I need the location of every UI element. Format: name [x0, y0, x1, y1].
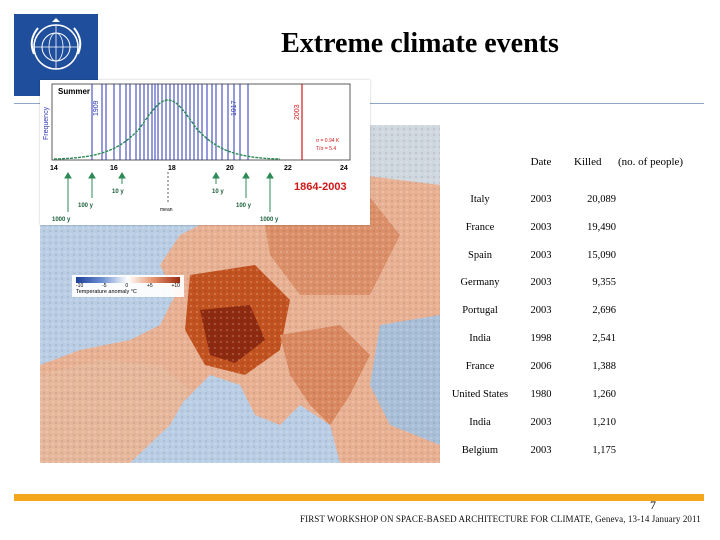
wmo-logo [14, 14, 98, 80]
inset-plot-frame [51, 83, 351, 161]
legend-title: Temperature anomaly °C [76, 289, 137, 295]
footer-text: FIRST WORKSHOP ON SPACE-BASED ARCHITECTU… [300, 514, 701, 524]
x-tick: 24 [340, 165, 348, 172]
return-label: 10 y [112, 189, 124, 195]
date-cell: 1998 [530, 333, 552, 344]
killed-cell: 2,541 [592, 333, 616, 344]
footer-divider [14, 494, 704, 501]
legend-tick: -10 [76, 283, 84, 289]
date-cell: 1980 [530, 389, 552, 400]
header-note: (no. of people) [618, 156, 684, 168]
date-cell: 2003 [530, 417, 552, 428]
killed-cell: 9,355 [592, 277, 616, 288]
country-cell: Italy [470, 194, 490, 205]
legend-tick: +5 [146, 283, 153, 289]
killed-cell: 2,696 [592, 305, 616, 316]
legend-tick: 0 [125, 283, 129, 289]
date-cell: 2006 [530, 361, 552, 372]
header-date: Date [530, 156, 552, 168]
country-cell: United States [451, 389, 509, 400]
x-tick: 22 [284, 165, 292, 172]
x-tick: 18 [168, 165, 176, 172]
country-cell: India [469, 333, 491, 344]
legend-color-bar [76, 277, 180, 283]
year-label-2003: 2003 [294, 104, 301, 120]
summer-temperature-inset: Summer Frequency 1909 1917 2003 σ = 0.94… [40, 80, 370, 225]
country-cell: Portugal [462, 305, 498, 316]
country-cell: France [465, 361, 495, 372]
year-label-1909: 1909 [93, 100, 100, 116]
country-cell: Germany [460, 277, 500, 288]
inset-panel-label: Summer [58, 87, 90, 96]
killed-cell: 20,089 [587, 194, 616, 205]
x-tick: 14 [50, 165, 58, 172]
country-cell: France [465, 222, 495, 233]
slide-title: Extreme climate events [281, 28, 559, 59]
inset-period: 1864-2003 [294, 181, 347, 193]
logo-accent-bar [14, 80, 44, 96]
return-label: 1000 y [260, 217, 279, 223]
inset-t-over-sigma: T/σ = 5.4 [316, 146, 336, 152]
return-label: 100 y [236, 203, 252, 209]
killed-cell: 15,090 [587, 250, 616, 261]
return-label: 100 y [78, 203, 94, 209]
year-label-1917: 1917 [231, 100, 238, 116]
x-tick: 16 [110, 165, 118, 172]
date-cell: 2003 [530, 445, 552, 456]
return-label: 1000 y [52, 217, 71, 223]
killed-cell: 1,175 [592, 445, 616, 456]
date-cell: 2003 [530, 305, 552, 316]
killed-cell: 19,490 [587, 222, 616, 233]
date-cell: 2003 [530, 194, 552, 205]
date-cell: 2003 [530, 277, 552, 288]
page-number: 7 [650, 498, 656, 512]
country-cell: Belgium [461, 445, 499, 456]
country-cell: Spain [468, 250, 492, 261]
mean-label: mean [160, 207, 173, 213]
legend-tick: -5 [102, 283, 107, 289]
header-killed: Killed [574, 156, 602, 168]
killed-cell: 1,260 [592, 389, 616, 400]
inset-sigma: σ = 0.94 K [316, 138, 340, 144]
date-cell: 2003 [530, 250, 552, 261]
country-cell: India [469, 417, 491, 428]
killed-cell: 1,210 [592, 417, 616, 428]
map-color-legend: -10 -5 0 +5 +10 Temperature anomaly °C [72, 275, 184, 297]
inset-ylabel: Frequency [43, 106, 50, 140]
date-cell: 2003 [530, 222, 552, 233]
legend-tick: +10 [171, 283, 180, 289]
killed-cell: 1,388 [592, 361, 616, 372]
x-tick: 20 [226, 165, 234, 172]
return-label: 10 y [212, 189, 224, 195]
